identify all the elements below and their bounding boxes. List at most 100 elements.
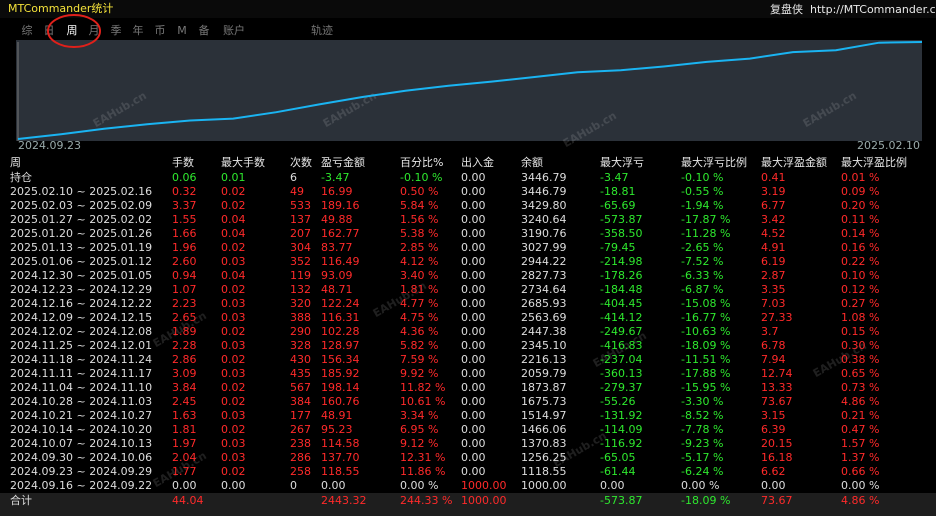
table-cell: 4.91: [761, 241, 786, 254]
table-cell: 3.34 %: [400, 409, 438, 422]
table-cell: 2025.01.13 ~ 2025.01.19: [10, 241, 152, 254]
table-cell: 0.38 %: [841, 353, 879, 366]
table-cell: 2024.12.02 ~ 2024.12.08: [10, 325, 152, 338]
table-cell: 0.00: [461, 353, 486, 366]
holding-cell: 0.01: [221, 171, 246, 184]
table-cell: -1.94 %: [681, 199, 723, 212]
table-cell: 16.99: [321, 185, 353, 198]
table-cell: 6.39: [761, 423, 786, 436]
table-cell: 0.03: [221, 367, 246, 380]
holding-cell: -3.47: [321, 171, 349, 184]
table-cell: -10.63 %: [681, 325, 730, 338]
tab[interactable]: 年: [133, 23, 144, 37]
tab[interactable]: 币: [155, 24, 166, 37]
table-cell: 3.19: [761, 185, 786, 198]
table-cell: 1514.97: [521, 409, 567, 422]
table-cell: 0.00: [761, 479, 786, 492]
tab[interactable]: 月: [89, 24, 100, 37]
table-cell: 6.77: [761, 199, 786, 212]
table-cell: 2024.12.30 ~ 2025.01.05: [10, 269, 152, 282]
table-cell: 352: [290, 255, 311, 268]
table-cell: 0.94: [172, 269, 197, 282]
table-cell: 435: [290, 367, 311, 380]
table-cell: 2059.79: [521, 367, 567, 380]
table-cell: 4.52: [761, 227, 786, 240]
table-cell: 1.07: [172, 283, 197, 296]
table-cell: 198.14: [321, 381, 360, 394]
table-cell: 3.37: [172, 199, 197, 212]
column-header: 次数: [290, 155, 312, 169]
table-cell: 11.86 %: [400, 465, 445, 478]
table-cell: -17.88 %: [681, 367, 730, 380]
tab[interactable]: 轨迹: [311, 23, 333, 37]
table-cell: 3190.76: [521, 227, 567, 240]
table-cell: 2.04: [172, 451, 197, 464]
holding-cell: 持仓: [10, 170, 32, 184]
table-cell: 1.63: [172, 409, 197, 422]
total-cell: 4.86 %: [841, 494, 879, 507]
table-cell: 16.18: [761, 451, 793, 464]
table-cell: -65.69: [600, 199, 635, 212]
tab[interactable]: 备: [199, 23, 210, 37]
total-cell: 合计: [10, 493, 32, 507]
table-cell: 0.00: [461, 423, 486, 436]
column-header: 百分比%: [400, 156, 443, 169]
table-cell: 1.77: [172, 465, 197, 478]
table-cell: 0.02: [221, 353, 246, 366]
table-cell: 5.38 %: [400, 227, 438, 240]
table-cell: -6.33 %: [681, 269, 723, 282]
table-cell: 0.65 %: [841, 367, 879, 380]
table-cell: 12.31 %: [400, 451, 445, 464]
table-cell: 0.03: [221, 339, 246, 352]
table-cell: -2.65 %: [681, 241, 723, 254]
tab[interactable]: M: [177, 24, 187, 37]
table-cell: 0.03: [221, 311, 246, 324]
table-cell: 3.84: [172, 381, 197, 394]
table-cell: 0.02: [221, 395, 246, 408]
tab[interactable]: 季: [111, 24, 122, 37]
table-cell: 0.27 %: [841, 297, 879, 310]
table-cell: 2447.38: [521, 325, 567, 338]
table-cell: 102.28: [321, 325, 360, 338]
table-cell: 0.03: [221, 409, 246, 422]
table-cell: 0.00: [600, 479, 625, 492]
table-cell: 0.02: [221, 325, 246, 338]
table-cell: 118.55: [321, 465, 360, 478]
column-header: 最大浮盈金额: [761, 155, 827, 169]
table-cell: 3429.80: [521, 199, 567, 212]
table-cell: 13.33: [761, 381, 793, 394]
table-cell: 2025.02.03 ~ 2025.02.09: [10, 199, 152, 212]
url[interactable]: http://MTCommander.com: [810, 3, 936, 16]
table-cell: 2.87: [761, 269, 786, 282]
table-cell: -7.52 %: [681, 255, 723, 268]
table-cell: -16.77 %: [681, 311, 730, 324]
table-cell: 3.40 %: [400, 269, 438, 282]
tab[interactable]: 周: [67, 24, 78, 37]
table-cell: 48.91: [321, 409, 353, 422]
tab[interactable]: 账户: [223, 23, 245, 37]
table-cell: 177: [290, 409, 311, 422]
table-cell: 2944.22: [521, 255, 567, 268]
table-cell: 258: [290, 465, 311, 478]
table-cell: 95.23: [321, 423, 353, 436]
brand[interactable]: 复盘侠: [770, 2, 803, 16]
table-cell: -184.48: [600, 283, 642, 296]
table-cell: 0.00: [461, 311, 486, 324]
table-cell: 0.02: [221, 465, 246, 478]
table-cell: 5.84 %: [400, 199, 438, 212]
table-cell: -414.12: [600, 311, 642, 324]
table-cell: 2685.93: [521, 297, 567, 310]
table-cell: 2025.01.27 ~ 2025.02.02: [10, 213, 152, 226]
table-cell: 2025.02.10 ~ 2025.02.16: [10, 185, 152, 198]
table-cell: 0.22 %: [841, 255, 879, 268]
table-cell: -15.95 %: [681, 381, 730, 394]
table-cell: 27.33: [761, 311, 793, 324]
table-cell: -237.04: [600, 353, 642, 366]
total-cell: -18.09 %: [681, 494, 730, 507]
table-cell: 0.00: [461, 339, 486, 352]
tab[interactable]: 综: [22, 23, 33, 37]
table-cell: 128.97: [321, 339, 360, 352]
table-cell: 0.00: [461, 465, 486, 478]
table-cell: 10.61 %: [400, 395, 445, 408]
